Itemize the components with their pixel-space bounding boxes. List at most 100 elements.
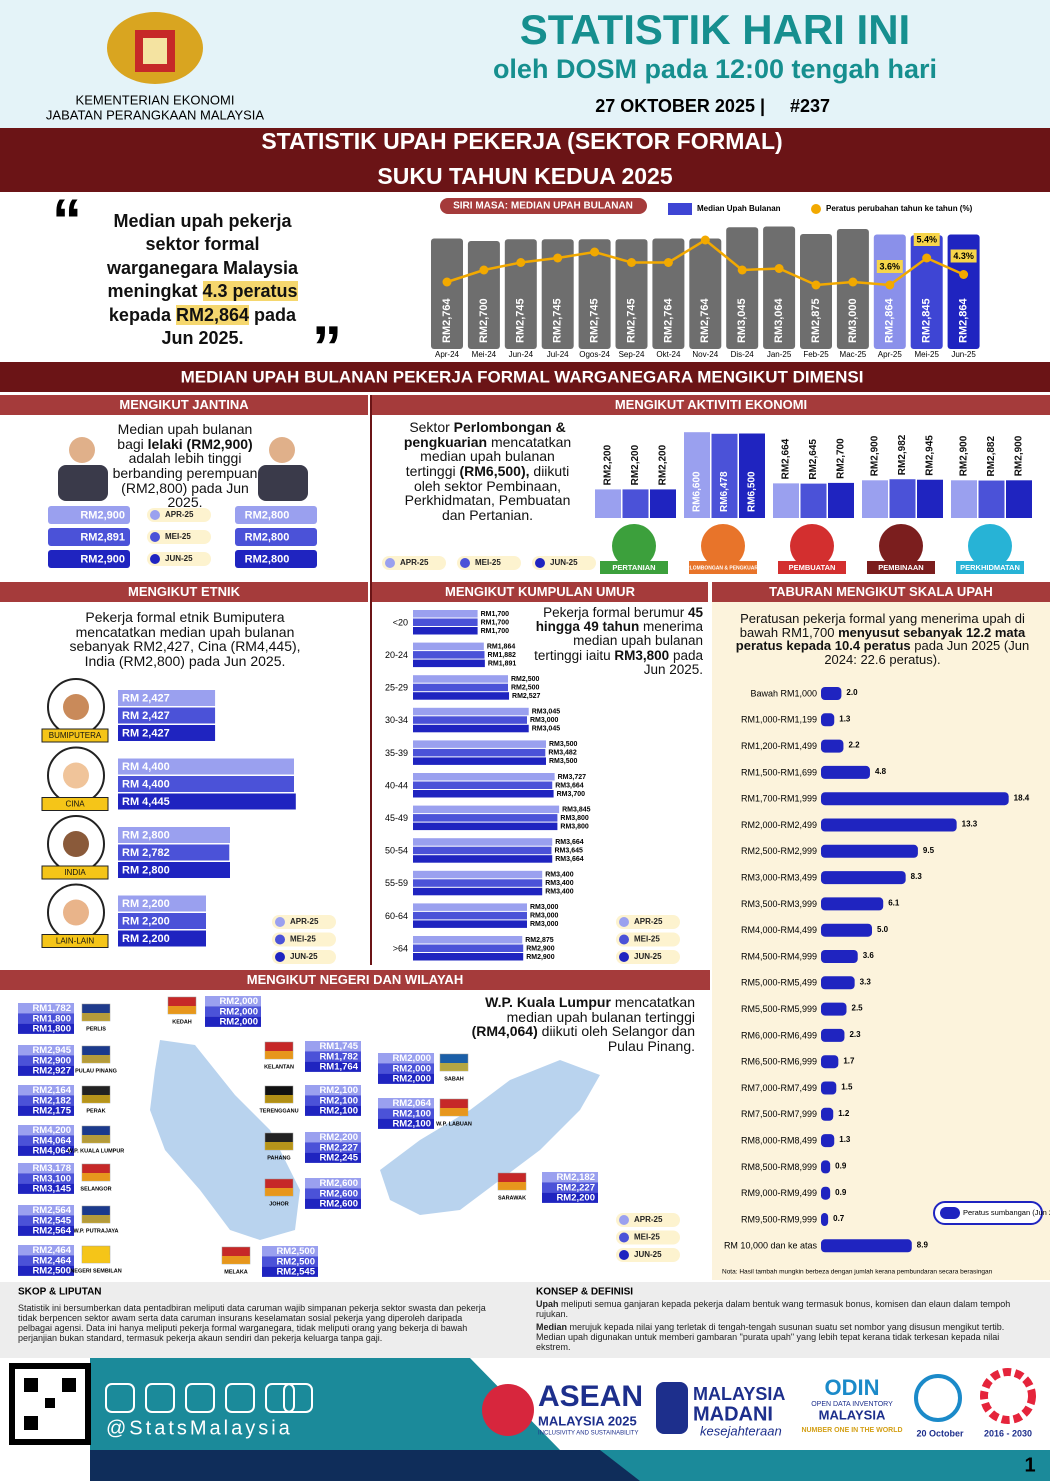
bar-label: 0.9 <box>835 1188 847 1197</box>
value-box <box>542 1192 598 1203</box>
section-title: MEDIAN UPAH BULANAN PEKERJA FORMAL WARGA… <box>181 367 864 386</box>
category-label: RM3,000-RM3,499 <box>741 872 817 882</box>
text-segment: (RM4,064) <box>471 1023 538 1040</box>
value-box <box>18 1265 74 1276</box>
state-name: PERLIS <box>86 1026 106 1032</box>
value-box <box>305 1041 361 1052</box>
legend-label: Median Upah Bulanan <box>697 204 781 213</box>
x-label: Ogos-24 <box>579 350 610 359</box>
value-label: RM1,782 <box>319 1051 358 1062</box>
body-text: W.P. Kuala Lumpur mencatatkan median upa… <box>470 995 695 1054</box>
legend-box <box>382 556 446 570</box>
bar <box>821 713 835 727</box>
text-segment: (RM6,500), <box>459 463 530 480</box>
legend-label: MEI-25 <box>634 1233 660 1242</box>
bar-label: RM2,745 <box>515 298 527 343</box>
legend-swatch <box>460 558 470 568</box>
flag-band <box>265 1142 293 1150</box>
value-label: RM1,800 <box>32 1024 71 1035</box>
bar-label: RM 2,800 <box>122 829 170 841</box>
value-label: RM1,782 <box>32 1003 71 1014</box>
legend-swatch <box>150 510 160 520</box>
bar <box>413 790 554 798</box>
text-segment: Pekerja formal etnik Bumiputera mencatat… <box>69 609 301 670</box>
bar <box>821 844 918 858</box>
value-label: RM2,464 <box>32 1245 71 1256</box>
body-text: Pekerja formal berumur 45 hingga 49 tahu… <box>525 605 703 677</box>
section-header <box>372 582 708 602</box>
date: 27 OKTOBER 2025 | <box>595 96 765 116</box>
value-box <box>18 1135 74 1146</box>
bar-label: RM1,700 <box>481 619 510 626</box>
text-segment: Median <box>536 1322 568 1332</box>
bar-label: RM2,875 <box>810 298 822 343</box>
value-box <box>378 1108 434 1119</box>
bar <box>118 913 206 929</box>
bar-label: RM3,500 <box>549 741 578 748</box>
ministry: KEMENTERIAN EKONOMI <box>76 92 235 107</box>
bar-label: RM 2,427 <box>122 727 170 739</box>
value-box <box>305 1198 361 1209</box>
category-label: RM1,200-RM1,499 <box>741 741 817 751</box>
state-name: JOHOR <box>269 1201 289 1207</box>
bar-label: RM3,800 <box>560 815 589 822</box>
bar <box>821 765 870 779</box>
icon-male <box>69 437 95 463</box>
bar-label: RM2,982 <box>897 434 908 475</box>
bar-label: RM2,500 <box>511 676 540 683</box>
bar-label: 2.3 <box>849 1030 861 1039</box>
legend-swatch <box>275 917 285 927</box>
bar <box>413 707 529 716</box>
flag-band <box>82 1215 110 1223</box>
legend-swatch <box>150 554 160 564</box>
text-segment: Peratusan pekerja formal yang menerima u… <box>739 611 1025 640</box>
age-label: 55-59 <box>385 878 408 888</box>
bar-label: RM1,891 <box>488 660 517 667</box>
legend-box <box>457 556 521 570</box>
state-name: KEDAH <box>172 1019 192 1025</box>
bar-label: RM 4,445 <box>122 796 170 808</box>
bar <box>413 870 543 879</box>
point <box>700 235 710 245</box>
quote-mark: “ <box>52 187 82 254</box>
value-label: RM2,000 <box>219 1006 258 1017</box>
category-label: RM4,000-RM4,499 <box>741 925 817 935</box>
bar-label: RM2,500 <box>511 685 540 692</box>
bar <box>821 976 855 990</box>
value-label: RM2,900 <box>80 553 125 565</box>
legend-swatch <box>619 934 629 945</box>
bar <box>821 871 906 885</box>
bar <box>413 659 485 668</box>
body-text: Median upah bulanan bagi lelaki (RM2,900… <box>105 422 265 510</box>
flag-band <box>168 1006 196 1014</box>
point <box>848 277 858 287</box>
value-box <box>18 1105 74 1116</box>
bar <box>413 920 527 928</box>
bar-label: RM2,845 <box>921 298 933 343</box>
bar-label: RM2,200 <box>658 444 669 485</box>
value-label: RM2,564 <box>32 1205 71 1216</box>
bar-label: RM3,000 <box>530 913 559 920</box>
value-box <box>18 1065 74 1076</box>
icon-female <box>258 465 308 501</box>
bar <box>650 489 676 518</box>
x-label: Jul-24 <box>547 350 569 359</box>
point-label: 3.6% <box>880 261 901 271</box>
age-label: 40-44 <box>385 780 408 790</box>
value-box <box>305 1188 361 1199</box>
bar <box>413 748 546 757</box>
category-label: Bawah RM1,000 <box>750 688 817 698</box>
x-label: Mei-24 <box>472 350 497 359</box>
bar <box>615 239 648 349</box>
bar <box>413 773 555 781</box>
point <box>922 253 932 263</box>
banner-bg <box>0 128 1050 192</box>
bar-label: RM3,400 <box>545 872 574 879</box>
value-box <box>235 528 317 546</box>
flag-band <box>82 1255 110 1263</box>
bar <box>951 480 977 518</box>
category-label: RM1,700-RM1,999 <box>741 794 817 804</box>
state-name: NEGERI SEMBILAN <box>70 1268 121 1274</box>
bar-label: 8.9 <box>917 1240 929 1249</box>
